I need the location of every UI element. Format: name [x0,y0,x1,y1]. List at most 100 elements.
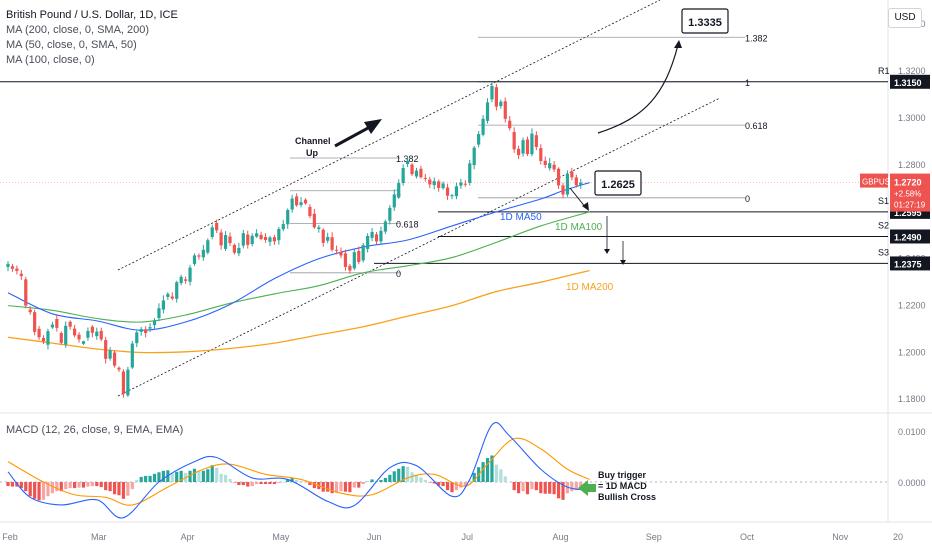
candle-body [321,229,325,243]
candle-body [166,293,170,297]
macd-hist-bar [414,474,419,482]
candle-body [437,181,441,188]
macd-hist-bar [308,482,312,486]
macd-hist-bar [357,482,361,488]
candle-body [370,232,374,238]
candle-body [259,234,263,240]
candle-body [574,177,578,186]
candle-body [565,173,570,195]
macd-hist-bar [392,471,396,482]
macd-hist-bar [539,482,543,494]
macd-hist-bar [277,482,281,484]
level-value-badge [890,229,930,244]
time-tick-label: Oct [740,532,755,542]
channel-arrow-head [364,119,382,134]
macd-hist-bar [441,482,445,487]
buy-trigger-label: Bullish Cross [598,492,656,502]
candle-body [41,337,46,342]
macd-hist-bar [379,479,383,482]
candle-body [481,118,485,135]
macd-hist-bar [219,473,223,482]
macd-hist-bar [286,479,290,482]
candle-body [263,236,268,240]
candle-body [126,369,130,396]
macd-hist-bar [144,475,148,482]
candle-body [37,328,41,338]
macd-hist-bar [330,482,334,494]
candle-body [210,227,214,237]
macd-hist-bar [312,482,316,489]
macd-hist-bar [126,482,130,496]
macd-hist-bar [468,480,472,482]
callout-box [594,170,642,196]
candle-body [28,309,32,313]
macd-hist-bar [512,482,516,491]
candle-body [348,265,352,271]
candle-body [277,228,281,241]
projection-curve [597,44,679,134]
macd-hist-bar [268,482,272,485]
ma50-legend: MA (50, close, 0, SMA, 50) [6,39,137,51]
candle-body [90,326,94,333]
candle-body [232,244,237,253]
macd-hist-bar [73,482,77,489]
fib-upper-label: 0.618 [745,121,768,131]
macd-hist-bar [485,458,490,482]
currency-button[interactable]: USD [888,8,922,28]
channel-label: Up [306,148,318,158]
candle-body [272,237,276,242]
macd-hist-bar [556,482,561,499]
candle-body [201,249,205,258]
macd-hist-bar [108,482,112,492]
time-tick-label: Nov [832,532,849,542]
level-value-text: 1.2595 [894,208,922,218]
macd-hist-bar [117,482,121,496]
macd-hist-bar [352,482,356,488]
macd-hist-bar [64,482,68,490]
candle-body [121,371,126,394]
candle-body [450,195,454,197]
candle-body [552,164,556,170]
candle-body [454,186,459,197]
macd-hist-bar [161,470,165,482]
macd-hist-bar [246,482,250,487]
time-tick-label: Jul [462,532,474,542]
candle-body [33,312,37,332]
time-tick-label: Sep [646,532,662,542]
price-tick-label: 1.2200 [898,300,926,310]
macd-hist-bar [570,482,574,492]
macd-hist-bar [494,464,498,482]
macd-hist-bar [237,482,241,486]
candle-body [512,131,516,150]
candle-body [468,163,472,183]
macd-hist-bar [130,482,134,490]
ma200-legend: MA (200, close, 0, SMA, 200) [6,24,150,36]
candle-body [410,164,414,175]
callout-box [681,8,729,34]
candle-body [215,222,219,231]
candle-body [477,134,481,145]
ma50-line [7,182,590,331]
price-badge-change: +2.58% [894,190,921,199]
ma50-label: 1D MA50 [500,212,542,223]
candle-body [499,101,503,107]
ma200-label: 1D MA200 [566,282,614,293]
candle-body [485,102,490,121]
candle-body [295,196,299,206]
candle-body [463,183,467,185]
macd-hist-bar [366,480,370,482]
macd-hist-bar [99,482,103,488]
candle-body [117,367,121,370]
macd-hist-bar [135,479,139,482]
candle-body [303,199,308,204]
macd-hist-bar [445,482,450,491]
candle-body [175,282,179,299]
candle-body [308,206,312,217]
price-tick-label: 1.3000 [898,113,926,123]
symbol-badge [860,173,888,188]
candle-body [161,300,165,310]
candle-body [299,202,303,206]
candle-body [352,252,356,269]
